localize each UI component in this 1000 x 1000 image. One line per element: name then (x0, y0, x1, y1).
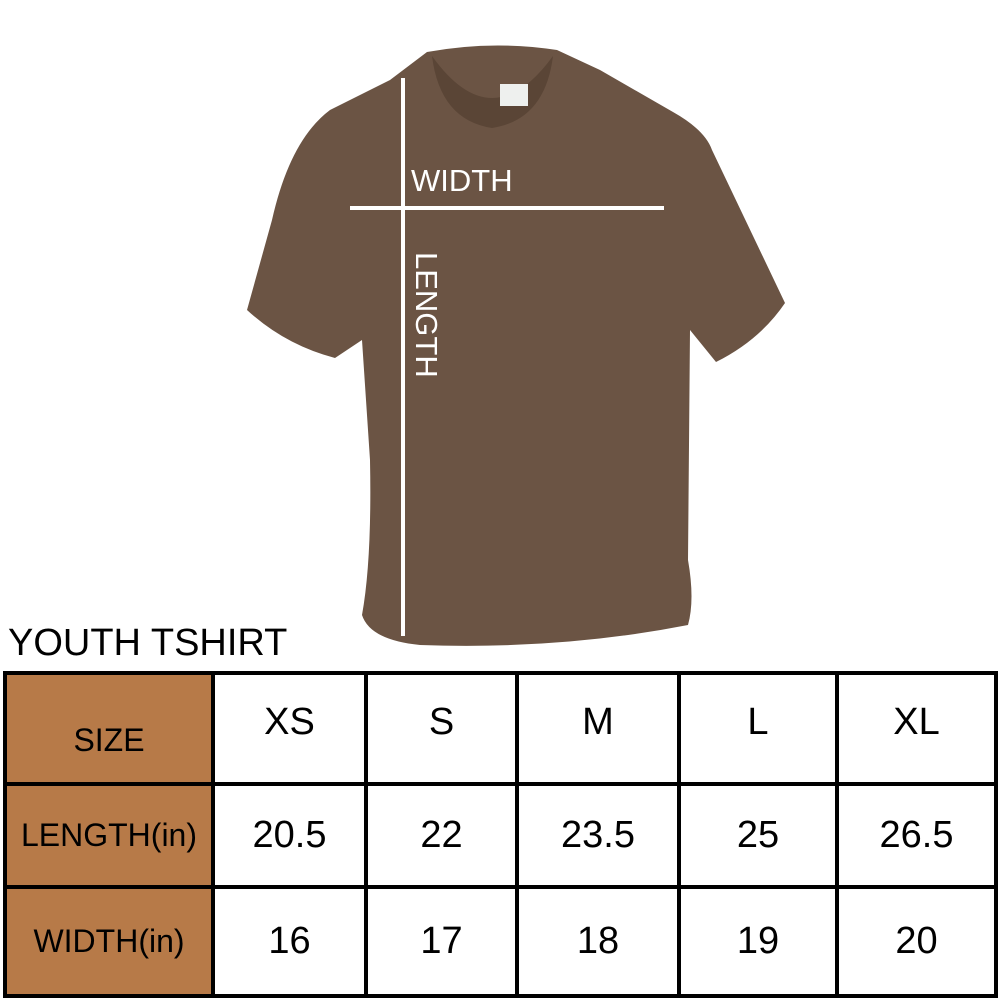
chart-title: YOUTH TSHIRT (8, 622, 288, 664)
width-measure-line (350, 206, 664, 210)
value-cell: 17 (364, 884, 519, 999)
table-row-width: WIDTH(in) 16 17 18 19 20 (3, 884, 998, 999)
length-measure-line (401, 78, 405, 636)
size-cell: M (515, 670, 681, 787)
value-cell: 18 (515, 884, 681, 999)
tshirt-tag (500, 84, 528, 106)
table-row-length: LENGTH(in) 20.5 22 23.5 25 26.5 (3, 782, 998, 889)
size-header-cell: SIZE (3, 670, 215, 787)
value-cell: 20 (835, 884, 998, 999)
length-label: LENGTH (409, 252, 444, 378)
tshirt-body (247, 45, 785, 646)
value-cell: 23.5 (515, 782, 681, 889)
value-cell: 26.5 (835, 782, 998, 889)
row-label: WIDTH(in) (3, 884, 215, 999)
tshirt-collar (432, 56, 553, 128)
size-cell: S (364, 670, 519, 787)
value-cell: 20.5 (211, 782, 368, 889)
value-cell: 19 (677, 884, 839, 999)
size-cell: L (677, 670, 839, 787)
value-cell: 25 (677, 782, 839, 889)
tshirt-illustration (247, 45, 785, 646)
size-table: SIZE XS S M L XL LENGTH(in) 20.5 22 23.5… (3, 670, 998, 999)
value-cell: 22 (364, 782, 519, 889)
size-cell: XS (211, 670, 368, 787)
value-cell: 16 (211, 884, 368, 999)
size-header-row: SIZE XS S M L XL (3, 670, 998, 787)
width-label: WIDTH (411, 163, 513, 198)
row-label: LENGTH(in) (3, 782, 215, 889)
size-cell: XL (835, 670, 998, 787)
